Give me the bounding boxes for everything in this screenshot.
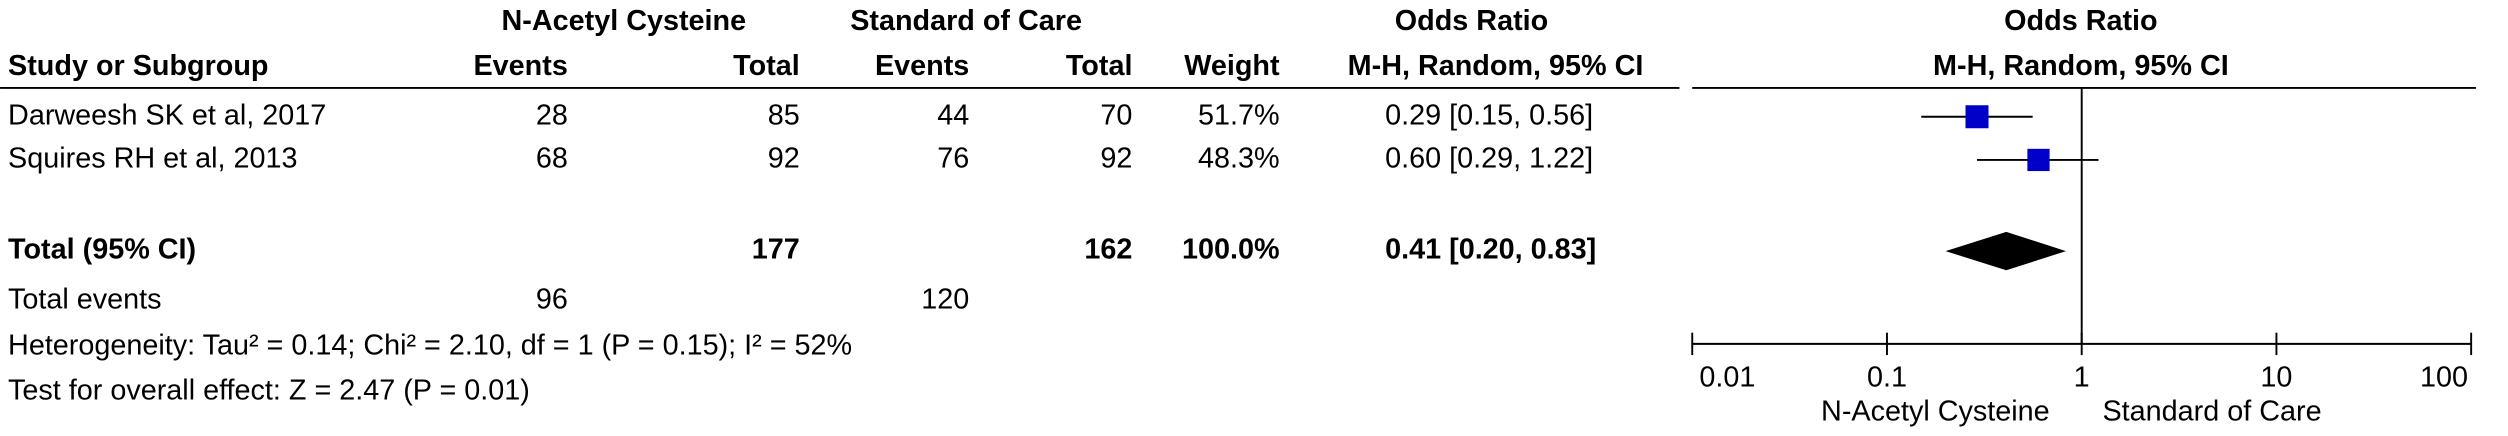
- column-header: M-H, Random, 95% CI: [1933, 50, 2229, 82]
- column-header: Total: [733, 50, 800, 82]
- favours-label: N-Acetyl Cysteine: [1821, 395, 2050, 427]
- study-value: 85: [768, 99, 800, 131]
- total-odds-ratio: 0.41 [0.20, 0.83]: [1385, 234, 1596, 266]
- study-square: [1965, 105, 1989, 129]
- column-header: M-H, Random, 95% CI: [1348, 50, 1644, 82]
- study-value: 92: [1100, 143, 1132, 175]
- total-events-value: 96: [536, 283, 568, 315]
- study-value: 28: [536, 99, 568, 131]
- study-value: 92: [768, 143, 800, 175]
- group-header: Odds Ratio: [1395, 5, 1548, 37]
- total-events-value: 120: [921, 283, 969, 315]
- column-header: Total: [1066, 50, 1133, 82]
- total-weight: 100.0%: [1182, 234, 1280, 266]
- study-weight: 48.3%: [1198, 143, 1280, 175]
- x-tick-label: 1: [2074, 362, 2090, 394]
- x-tick-label: 100: [2420, 362, 2468, 394]
- study-weight: 51.7%: [1198, 99, 1280, 131]
- study-odds-ratio: 0.29 [0.15, 0.56]: [1385, 99, 1593, 131]
- study-square: [2027, 148, 2050, 172]
- column-header: Study or Subgroup: [8, 50, 268, 82]
- total-events-label: Total events: [8, 283, 162, 315]
- study-value: 76: [937, 143, 969, 175]
- group-header: Odds Ratio: [2004, 5, 2157, 37]
- total-value: 162: [1084, 234, 1132, 266]
- x-tick-label: 0.01: [1699, 362, 1755, 394]
- x-tick-label: 10: [2260, 362, 2292, 394]
- x-tick-label: 0.1: [1867, 362, 1907, 394]
- summary-diamond: [1945, 231, 2066, 271]
- group-header: Standard of Care: [850, 5, 1082, 37]
- column-header: Events: [474, 50, 568, 82]
- group-header: N-Acetyl Cysteine: [502, 5, 747, 37]
- heterogeneity: Heterogeneity: Tau² = 0.14; Chi² = 2.10,…: [8, 330, 852, 362]
- study-odds-ratio: 0.60 [0.29, 1.22]: [1385, 143, 1593, 175]
- column-header: Events: [875, 50, 969, 82]
- total-name: Total (95% CI): [8, 234, 196, 266]
- favours-label: Standard of Care: [2103, 395, 2322, 427]
- study-value: 70: [1100, 99, 1132, 131]
- study-value: 68: [536, 143, 568, 175]
- overall-effect: Test for overall effect: Z = 2.47 (P = 0…: [8, 374, 530, 406]
- study-value: 44: [937, 99, 969, 131]
- study-name: Darweesh SK et al, 2017: [8, 99, 326, 131]
- total-value: 177: [752, 234, 800, 266]
- study-name: Squires RH et al, 2013: [8, 143, 297, 175]
- column-header: Weight: [1184, 50, 1280, 82]
